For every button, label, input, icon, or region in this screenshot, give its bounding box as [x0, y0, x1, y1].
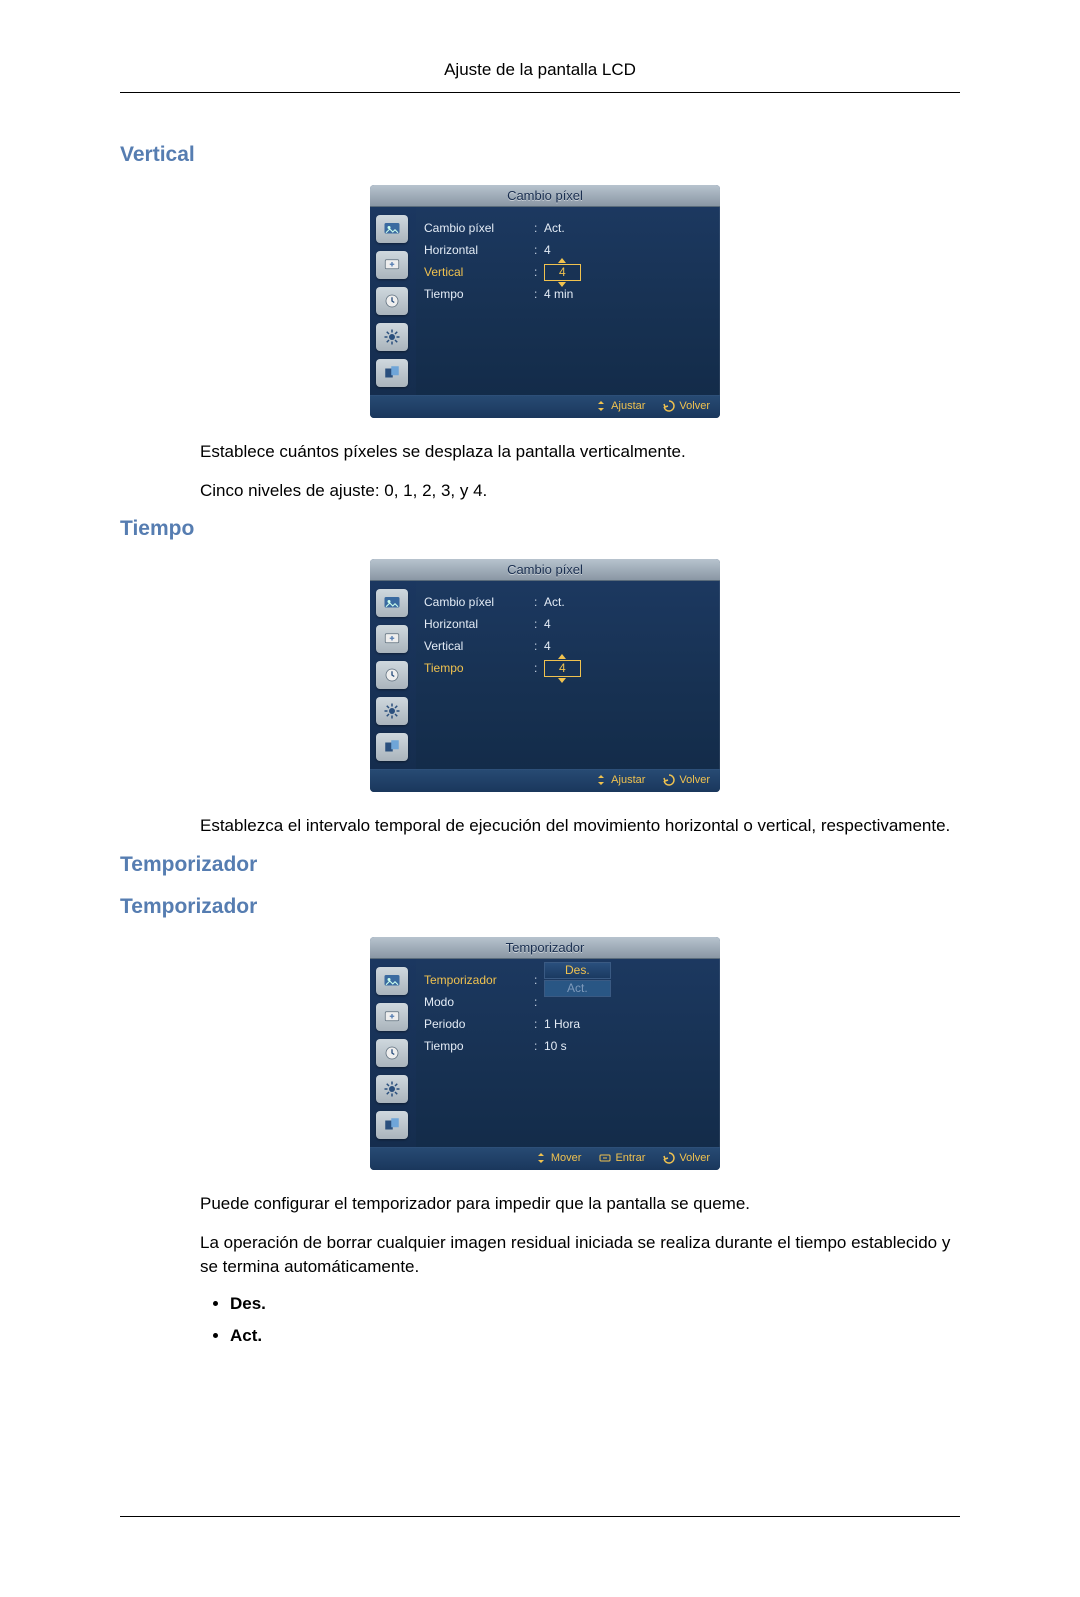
osd-icon-rail [370, 959, 416, 1147]
osd-footer: Ajustar Volver [370, 769, 720, 792]
section-temporizador-1: Temporizador [120, 853, 960, 877]
gear-icon[interactable] [376, 697, 408, 725]
clock-icon[interactable] [376, 661, 408, 689]
osd-tiempo: Cambio píxel Cambio píxel: Act. Horizont… [370, 559, 960, 792]
input-icon[interactable] [376, 625, 408, 653]
osd-title: Cambio píxel [370, 185, 720, 207]
section-tiempo: Tiempo [120, 517, 960, 541]
osd-row[interactable]: Tiempo : 4 min [424, 283, 708, 305]
picture-icon[interactable] [376, 215, 408, 243]
arrow-down-icon [558, 282, 566, 287]
osd-icon-rail [370, 581, 416, 769]
osd-row-selected[interactable]: Tiempo: 4 [424, 657, 708, 679]
osd-row[interactable]: Cambio píxel: Act. [424, 591, 708, 613]
arrow-up-icon [558, 654, 566, 659]
option-list: Des. Act. [230, 1294, 960, 1346]
paragraph: Establece cuántos píxeles se desplaza la… [200, 440, 960, 465]
osd-value: Act. [544, 221, 708, 235]
osd-rows: Temporizador: Des. Act. Modo: Periodo: 1… [416, 959, 720, 1147]
multi-icon[interactable] [376, 733, 408, 761]
gear-icon[interactable] [376, 323, 408, 351]
osd-row-selected[interactable]: Vertical : 4 [424, 261, 708, 283]
osd-label: Cambio píxel [424, 221, 534, 235]
osd-rows: Cambio píxel : Act. Horizontal : 4 Verti… [416, 207, 720, 395]
option-des: Des. [230, 1294, 960, 1314]
osd-footer: Ajustar Volver [370, 395, 720, 418]
osd-row[interactable]: Tiempo: 10 s [424, 1035, 708, 1057]
osd-value: 4 [544, 264, 708, 281]
paragraph: Establezca el intervalo temporal de ejec… [200, 814, 960, 839]
gear-icon[interactable] [376, 1075, 408, 1103]
osd-row[interactable]: Horizontal: 4 [424, 613, 708, 635]
osd-value: 4 [544, 243, 708, 257]
footer-return: Volver [663, 400, 710, 412]
osd-row[interactable]: Cambio píxel : Act. [424, 217, 708, 239]
footer-move: Mover [535, 1152, 582, 1164]
picture-icon[interactable] [376, 967, 408, 995]
picture-icon[interactable] [376, 589, 408, 617]
osd-icon-rail [370, 207, 416, 395]
dropdown-option[interactable]: Act. [544, 980, 611, 997]
osd-title: Cambio píxel [370, 559, 720, 581]
osd-vertical: Cambio píxel Cambio píxel : Act. Horizon… [370, 185, 960, 418]
paragraph: La operación de borrar cualquier imagen … [200, 1231, 960, 1280]
osd-label: Vertical [424, 265, 534, 279]
clock-icon[interactable] [376, 287, 408, 315]
osd-row[interactable]: Periodo: 1 Hora [424, 1013, 708, 1035]
input-icon[interactable] [376, 251, 408, 279]
footer-enter: Entrar [599, 1152, 645, 1164]
footer-adjust: Ajustar [595, 400, 645, 412]
footer-return: Volver [663, 1152, 710, 1164]
footer-adjust: Ajustar [595, 774, 645, 786]
osd-row-selected[interactable]: Temporizador: Des. Act. [424, 969, 708, 991]
osd-rows: Cambio píxel: Act. Horizontal: 4 Vertica… [416, 581, 720, 769]
footer-rule [120, 1516, 960, 1517]
paragraph: Puede configurar el temporizador para im… [200, 1192, 960, 1217]
section-temporizador-2: Temporizador [120, 895, 960, 919]
osd-value: 4 min [544, 287, 708, 301]
input-icon[interactable] [376, 1003, 408, 1031]
paragraph: Cinco niveles de ajuste: 0, 1, 2, 3, y 4… [200, 479, 960, 504]
osd-footer: Mover Entrar Volver [370, 1147, 720, 1170]
osd-temporizador: Temporizador Temporizador: Des. Act. [370, 937, 960, 1170]
multi-icon[interactable] [376, 1111, 408, 1139]
osd-title: Temporizador [370, 937, 720, 959]
multi-icon[interactable] [376, 359, 408, 387]
section-vertical: Vertical [120, 143, 960, 167]
option-act: Act. [230, 1326, 960, 1346]
osd-label: Horizontal [424, 243, 534, 257]
arrow-down-icon [558, 678, 566, 683]
page-header: Ajuste de la pantalla LCD [120, 60, 960, 93]
arrow-up-icon [558, 258, 566, 263]
dropdown-option[interactable]: Des. [544, 962, 611, 979]
osd-label: Tiempo [424, 287, 534, 301]
footer-return: Volver [663, 774, 710, 786]
clock-icon[interactable] [376, 1039, 408, 1067]
